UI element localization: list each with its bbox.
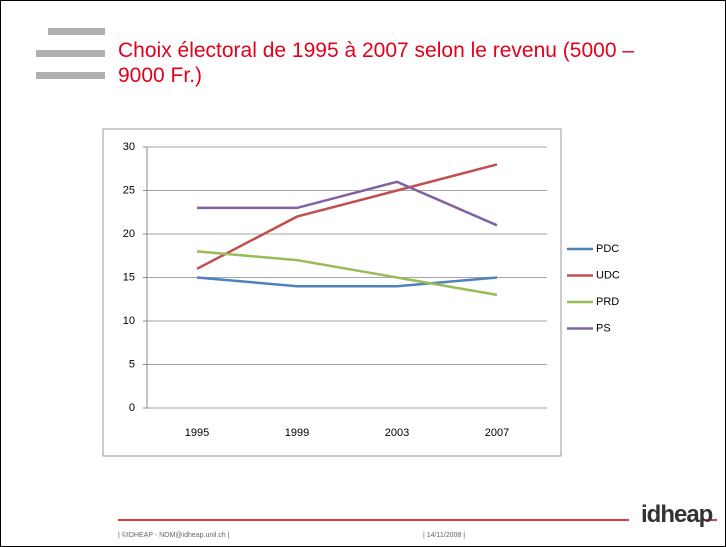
x-tick-label: 2003 [385,427,409,439]
legend-label: PRD [596,296,619,308]
y-tick-label: 20 [123,228,135,240]
chart-title: Choix électoral de 1995 à 2007 selon le … [118,39,635,87]
y-tick-label: 10 [123,315,135,327]
series-line [196,250,498,297]
x-tick-label: 1999 [285,427,309,439]
decor-bar [36,50,105,57]
legend-label: PS [596,322,611,334]
y-tick-label: 15 [123,271,135,283]
y-tick-label: 5 [129,358,135,370]
y-tick-label: 25 [123,184,135,196]
x-tick-label: 1995 [185,427,209,439]
logo: idheap [641,501,713,528]
chart-frame [102,128,562,457]
footer-text: | ©IDHEAP - NOM@idheap.unil.ch | [118,532,230,539]
decor-bar [48,28,105,35]
series-line [196,276,498,288]
series-line [196,163,498,270]
y-tick-label: 0 [129,402,135,414]
series-line [197,180,498,227]
legend-label: PDC [596,243,619,255]
decor-bar [36,72,105,79]
x-tick-label: 2007 [485,427,509,439]
footer-date: | 14/11/2008 | [423,532,466,539]
y-tick-label: 30 [123,141,135,153]
legend-label: UDC [596,269,620,281]
